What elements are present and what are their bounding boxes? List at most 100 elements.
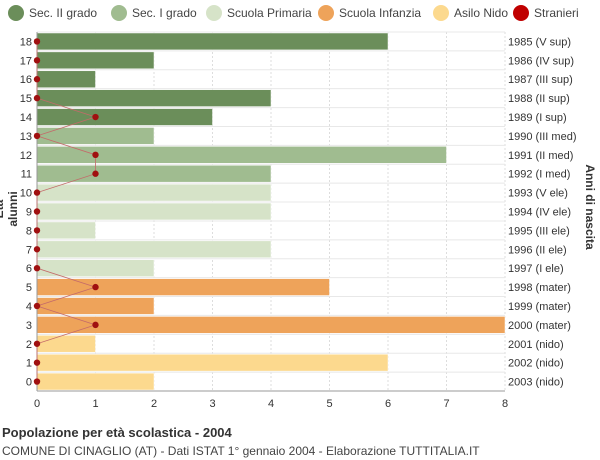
- bar: [36, 108, 213, 126]
- y-tick-label-year: 2000 (mater): [508, 320, 571, 332]
- legend-swatch: [206, 5, 222, 21]
- bar: [36, 221, 96, 240]
- legend-label: Scuola Infanzia: [339, 6, 422, 20]
- bar: [36, 240, 272, 258]
- stranieri-point: [33, 378, 41, 385]
- y-tick-label-age: 14: [20, 112, 32, 124]
- y-tick-label-year: 1987 (III sup): [508, 74, 573, 86]
- bar: [36, 335, 96, 353]
- stranieri-point: [33, 264, 41, 272]
- y-tick-label-age: 15: [20, 93, 32, 105]
- bar: [36, 183, 272, 202]
- legend-swatch: [513, 5, 529, 21]
- legend-label: Scuola Primaria: [227, 6, 312, 20]
- legend-swatch: [433, 5, 449, 21]
- stranieri-point: [33, 94, 41, 102]
- legend: Sec. II grado Sec. I grado Scuola Primar…: [0, 5, 600, 29]
- y-tick-label-year: 1991 (II med): [508, 150, 573, 162]
- y-tick-label-year: 1995 (III ele): [508, 225, 570, 237]
- y-tick-label-age: 3: [26, 320, 32, 332]
- y-tick-label-year: 1986 (IV sup): [508, 55, 574, 67]
- y-tick-label-year: 2001 (nido): [508, 339, 564, 351]
- x-tick-label: 7: [443, 398, 449, 410]
- y-tick-label-age: 12: [20, 150, 32, 162]
- y-tick-label-year: 1993 (V ele): [508, 188, 568, 200]
- y-tick-label-year: 1998 (mater): [508, 282, 571, 294]
- stranieri-point: [33, 227, 41, 234]
- y-tick-label-year: 1990 (III med): [508, 131, 576, 143]
- x-tick-label: 2: [151, 398, 157, 410]
- legend-item-sec-ii-grado: Sec. II grado: [8, 5, 97, 21]
- bar: [36, 202, 272, 221]
- bar: [36, 70, 96, 88]
- stranieri-point: [33, 189, 41, 196]
- stranieri-point: [33, 76, 41, 83]
- legend-label: Asilo Nido: [454, 6, 509, 20]
- y-tick-label-age: 4: [26, 301, 32, 313]
- stranieri-point: [33, 132, 41, 140]
- y-tick-label-year: 1994 (IV ele): [508, 207, 571, 219]
- x-tick-label: 3: [209, 398, 215, 410]
- y-tick-label-year: 1996 (II ele): [508, 244, 567, 256]
- stranieri-point: [33, 302, 41, 310]
- y-tick-label-year: 1999 (mater): [508, 301, 571, 313]
- x-tick-label: 1: [92, 398, 98, 410]
- legend-label: Stranieri: [534, 6, 579, 20]
- bar: [36, 372, 155, 391]
- y-tick-label-age: 8: [26, 225, 32, 237]
- y-tick-label-age: 13: [20, 131, 32, 143]
- bar: [36, 353, 389, 372]
- legend-swatch: [8, 5, 24, 21]
- stranieri-point: [92, 151, 99, 159]
- y-tick-label-age: 9: [26, 207, 32, 219]
- y-axis-title-left: Età alunni: [0, 191, 20, 227]
- x-tick-label: 0: [34, 398, 40, 410]
- y-tick-label-age: 5: [26, 282, 32, 294]
- legend-item-stranieri: Stranieri: [513, 5, 579, 21]
- stranieri-point: [92, 321, 99, 329]
- y-axis-title-right: Anni di nascita: [583, 164, 597, 250]
- y-tick-label-age: 11: [21, 169, 32, 181]
- stranieri-point: [92, 113, 99, 121]
- x-tick-label: 4: [268, 398, 274, 410]
- y-tick-label-age: 2: [26, 339, 32, 351]
- bar: [36, 89, 272, 107]
- x-tick-label: 6: [385, 398, 391, 410]
- legend-item-scuola-primaria: Scuola Primaria: [206, 5, 312, 21]
- legend-item-sec-i-grado: Sec. I grado: [111, 5, 197, 21]
- y-tick-label-age: 7: [26, 244, 32, 256]
- y-tick-label-age: 10: [20, 188, 32, 200]
- bar: [36, 32, 389, 51]
- stranieri-point: [33, 57, 41, 64]
- stranieri-point: [92, 170, 99, 177]
- bar: [36, 165, 272, 183]
- y-tick-label-year: 1992 (I med): [508, 169, 570, 181]
- bar: [36, 316, 506, 334]
- y-tick-label-year: 1988 (II sup): [508, 93, 570, 105]
- legend-swatch: [111, 5, 127, 21]
- y-tick-label-age: 1: [26, 358, 32, 370]
- bar: [36, 278, 330, 296]
- legend-item-asilo-nido: Asilo Nido: [433, 5, 508, 21]
- stranieri-point: [92, 283, 99, 291]
- y-tick-label-year: 2002 (nido): [508, 358, 564, 370]
- legend-item-scuola-infanzia: Scuola Infanzia: [318, 5, 421, 21]
- y-tick-label-year: 1985 (V sup): [508, 36, 571, 48]
- stranieri-point: [33, 340, 41, 347]
- bar: [36, 51, 155, 70]
- y-tick-label-age: 0: [26, 377, 32, 389]
- y-tick-label-age: 16: [20, 74, 32, 86]
- x-tick-label: 8: [502, 398, 508, 410]
- x-tick-label: 5: [326, 398, 332, 410]
- y-tick-label-age: 17: [20, 55, 32, 67]
- legend-label: Sec. I grado: [132, 6, 197, 20]
- legend-swatch: [318, 5, 334, 21]
- y-tick-label-year: 2003 (nido): [508, 377, 564, 389]
- y-tick-label-year: 1997 (I ele): [508, 263, 564, 275]
- chart-title: Popolazione per età scolastica - 2004: [2, 425, 232, 440]
- y-tick-label-age: 18: [20, 36, 32, 48]
- y-tick-label-age: 6: [26, 263, 32, 275]
- legend-label: Sec. II grado: [29, 6, 98, 20]
- stranieri-point: [33, 359, 41, 366]
